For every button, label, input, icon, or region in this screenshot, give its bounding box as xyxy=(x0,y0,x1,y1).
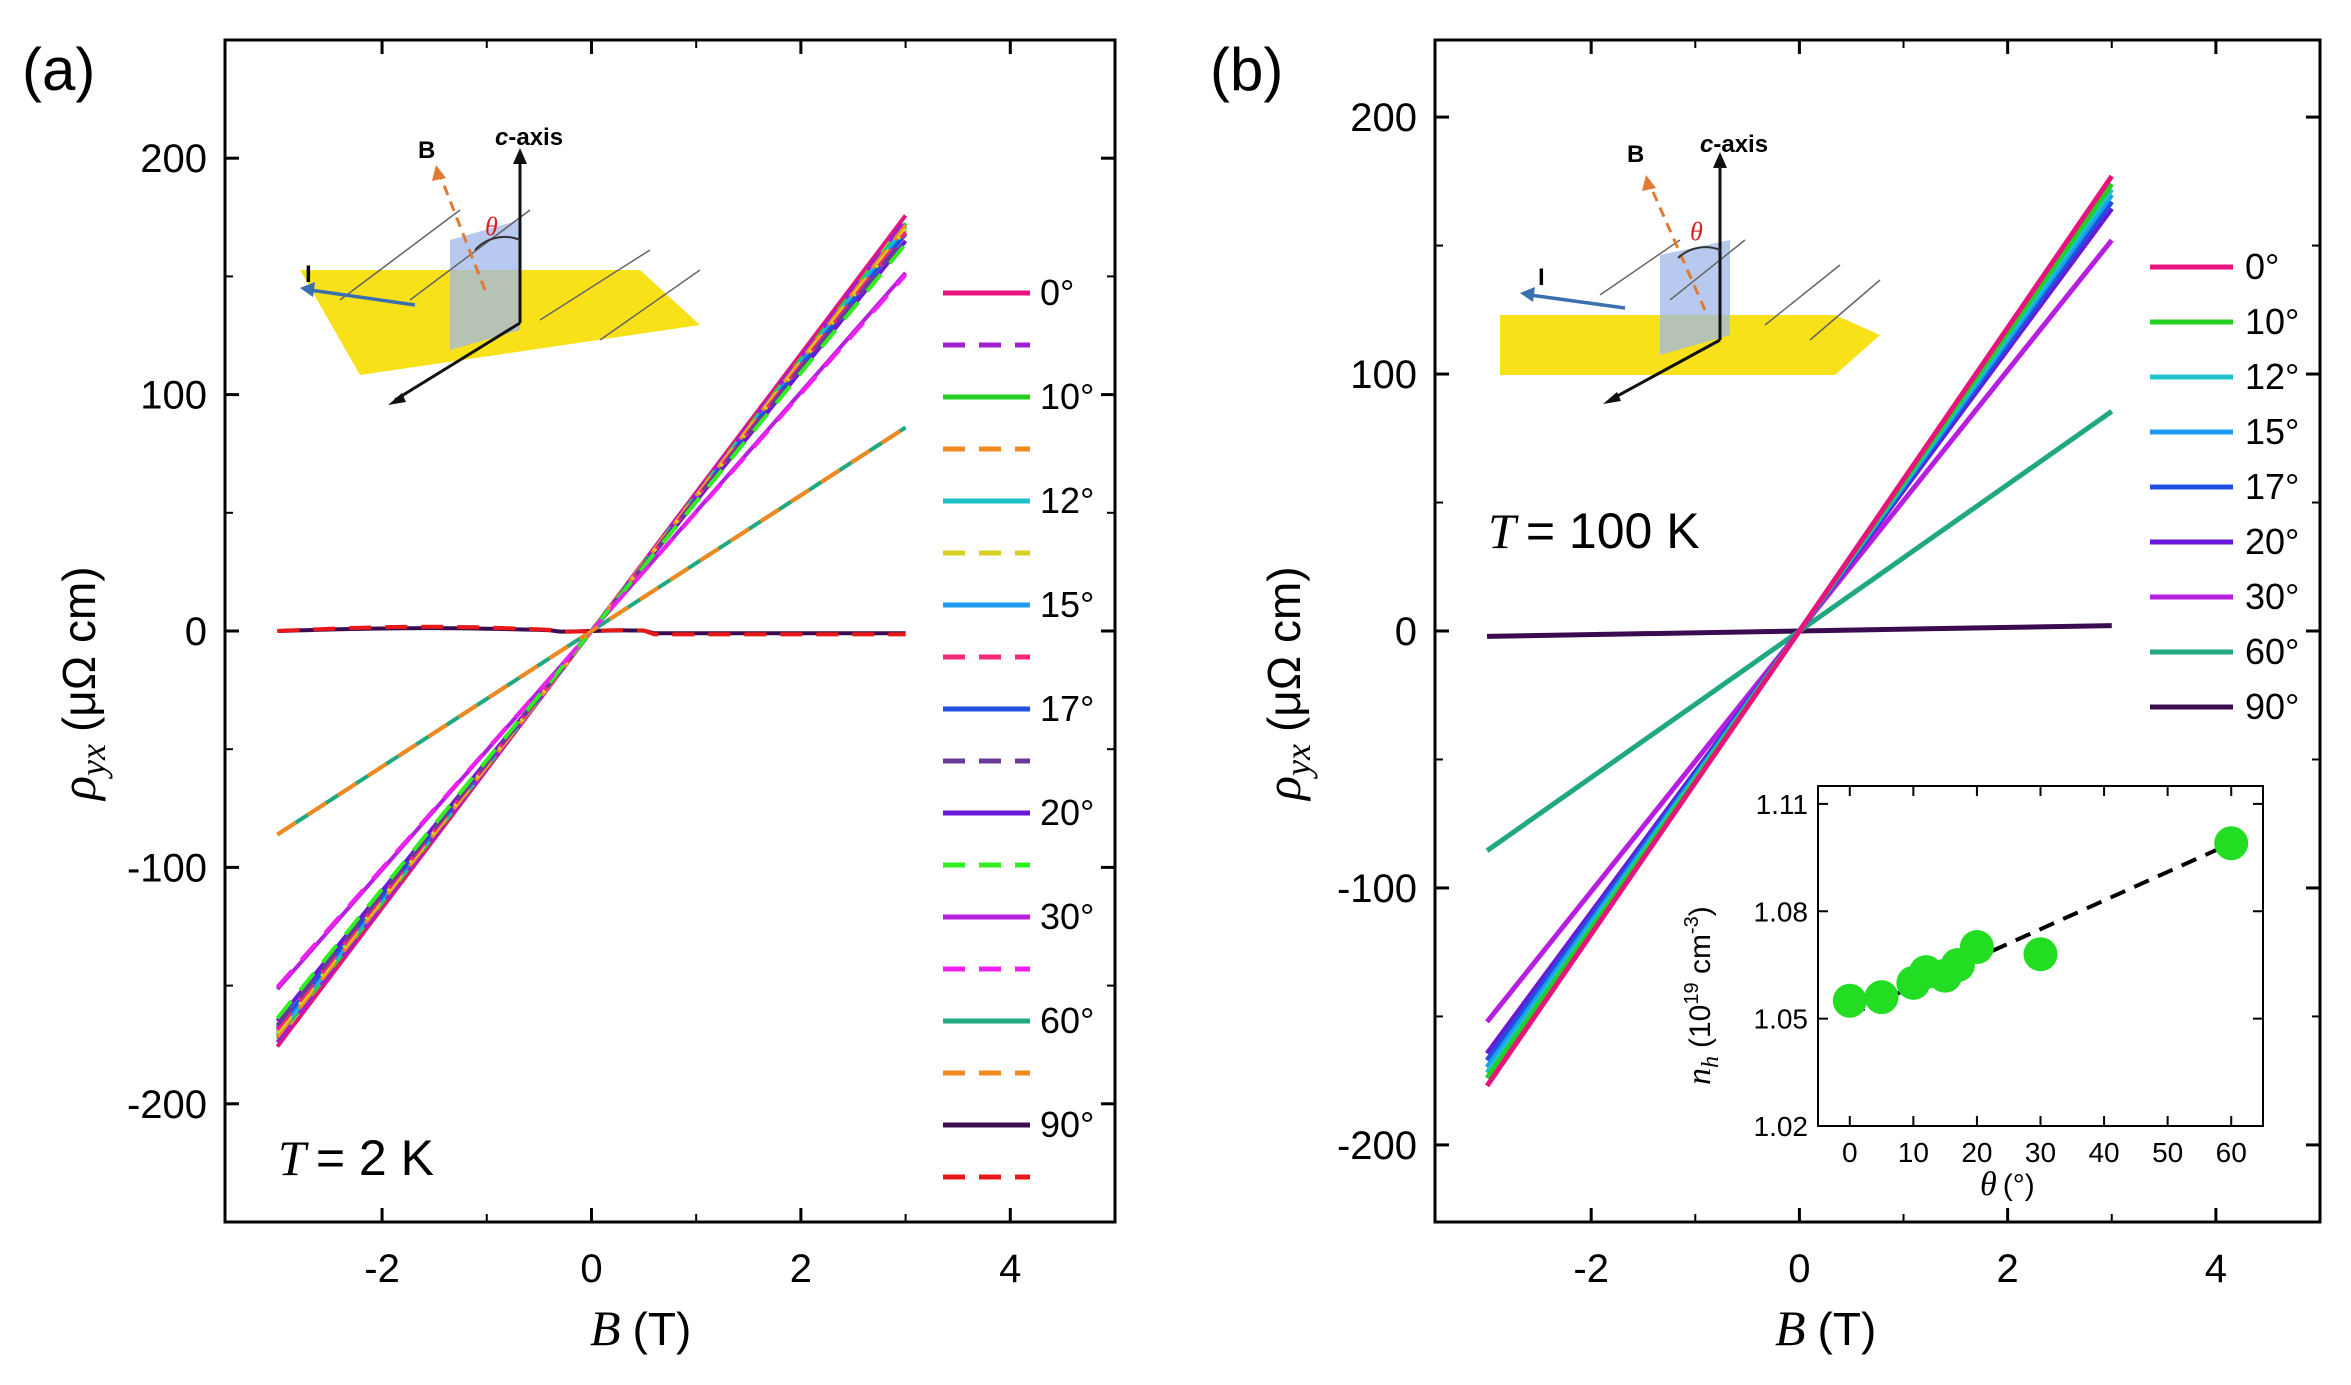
panel-a-x-title: B (T) xyxy=(590,1300,691,1356)
panel-a-label: (a) xyxy=(22,36,95,103)
b-label: B xyxy=(418,137,435,164)
theta-label: θ xyxy=(1690,217,1703,246)
panel-a-series xyxy=(275,214,908,1048)
panel-a-legend: 0° 10° 12° 15° 17° 20° 30° 60° 90° xyxy=(943,272,1094,1180)
panel-b-temperature: T = 100 K xyxy=(1488,503,1700,559)
inset-xtick-label: 60 xyxy=(2216,1137,2247,1168)
panel-a-legend-label-0: 0° xyxy=(1040,272,1074,313)
panel-b-xtick-label: -2 xyxy=(1573,1247,1609,1291)
inset-ytick-label: 1.02 xyxy=(1754,1111,1809,1142)
inset-x-title: θ (°) xyxy=(1980,1166,2035,1203)
panel-b-legend-label-15: 15° xyxy=(2245,411,2299,452)
inset-xtick-label: 40 xyxy=(2088,1137,2119,1168)
panel-b-x-title: B (T) xyxy=(1775,1300,1876,1356)
panel-b-y-title: ρyx(μΩ cm) xyxy=(1255,566,1318,802)
panel-b-xtick-label: 0 xyxy=(1788,1247,1810,1291)
inset-fit-line xyxy=(1848,841,2233,1017)
panel-a-xtick-label: -2 xyxy=(364,1247,400,1291)
panel-a-series-90-dashed xyxy=(277,624,906,637)
inset-xtick-label: 30 xyxy=(2025,1137,2056,1168)
inset-point xyxy=(2023,937,2058,972)
panel-a-ytick-label: 0 xyxy=(185,610,207,654)
panel-a-ytick-label: 100 xyxy=(140,374,207,418)
inset-xtick-label: 10 xyxy=(1898,1137,1929,1168)
inset-xtick-label: 20 xyxy=(1961,1137,1992,1168)
panel-a-legend-label-90: 90° xyxy=(1040,1104,1094,1145)
panel-a-legend-label-60: 60° xyxy=(1040,1000,1094,1041)
inset-point xyxy=(1864,980,1899,1015)
b-label: B xyxy=(1627,141,1644,168)
panel-b-legend-label-20: 20° xyxy=(2245,521,2299,562)
panel-a-xtick-label: 2 xyxy=(790,1247,812,1291)
panel-b-legend-label-60: 60° xyxy=(2245,631,2299,672)
current-arrow xyxy=(1529,293,1626,310)
theta-label: θ xyxy=(485,212,498,241)
b-field-arrow xyxy=(438,174,487,291)
inset-ytick-label: 1.11 xyxy=(1756,789,1808,820)
rotation-plane xyxy=(450,220,520,350)
panel-b-xtick-label: 2 xyxy=(1997,1247,2019,1291)
panel-a-xtick-label: 0 xyxy=(580,1247,602,1291)
panel-a-series-20-dashed xyxy=(275,242,908,1020)
c-axis-label: c-axis xyxy=(1700,131,1768,158)
i-label: I xyxy=(305,261,312,288)
panel-b-legend-label-17: 17° xyxy=(2245,466,2299,507)
panel-a-legend-label-15: 15° xyxy=(1040,584,1094,625)
panel-b-legend: 0° 10° 12° 15° 17° 20° 30° 60° 90° xyxy=(2150,246,2299,727)
panel-a-legend-label-17: 17° xyxy=(1040,688,1094,729)
c-axis-label: c-axis xyxy=(495,124,563,151)
panel-a-ytick-label: -100 xyxy=(127,846,207,890)
panel-b-ytick-label: 100 xyxy=(1350,353,1417,397)
panel-a-legend-label-30: 30° xyxy=(1040,896,1094,937)
panel-a-legend-label-12: 12° xyxy=(1040,480,1094,521)
panel-b-ytick-label: -100 xyxy=(1337,867,1417,911)
panel-a-ytick-label: -200 xyxy=(127,1083,207,1127)
panel-b-xtick-label: 4 xyxy=(2205,1247,2227,1291)
panel-a-temperature: T = 2 K xyxy=(278,1130,434,1186)
panel-a-y-title: ρyx(μΩ cm) xyxy=(50,566,113,802)
panel-b-legend-label-30: 30° xyxy=(2245,576,2299,617)
panel-b-legend-label-90: 90° xyxy=(2245,686,2299,727)
current-arrow xyxy=(309,288,416,307)
panel-a: -2 0 2 4 -200 -100 0 100 200 B c-axis I θ 0° 10° 1… xyxy=(50,38,1117,1356)
panel-b-inset: 0 10 20 30 40 50 60 1.02 1.05 1.08 1.11 θ (°) nh(10… xyxy=(1681,785,2264,1203)
inset-ticks: 0 10 20 30 40 50 60 1.02 1.05 1.08 1.11 xyxy=(1754,786,2263,1168)
inset-xtick-label: 50 xyxy=(2152,1137,2183,1168)
inset-point xyxy=(2214,826,2249,861)
panel-b-ytick-label: 200 xyxy=(1350,96,1417,140)
inset-ytick-label: 1.08 xyxy=(1754,896,1809,927)
panel-a-frame xyxy=(223,38,1117,1224)
inset-y-title: nh(1019 cm-3) xyxy=(1681,906,1724,1085)
panel-a-ticks: -2 0 2 4 -200 -100 0 100 200 xyxy=(127,40,1115,1291)
i-label: I xyxy=(1538,264,1545,291)
panel-b-legend-label-0: 0° xyxy=(2245,246,2279,287)
panel-b-schematic: B c-axis I θ xyxy=(1500,131,1881,404)
panel-a-series-60-dashed xyxy=(276,425,907,837)
inset-point xyxy=(1959,930,1994,965)
inset-point xyxy=(1832,983,1867,1018)
panel-a-ytick-label: 200 xyxy=(140,137,207,181)
panel-b-series xyxy=(1484,174,2114,1088)
inset-ytick-label: 1.05 xyxy=(1754,1004,1809,1035)
panel-b-label: (b) xyxy=(1210,36,1283,103)
panel-b-legend-label-10: 10° xyxy=(2245,301,2299,342)
inset-xtick-label: 0 xyxy=(1842,1137,1858,1168)
panel-a-schematic: B c-axis I θ xyxy=(300,124,701,405)
panel-b-legend-label-12: 12° xyxy=(2245,356,2299,397)
rotation-plane xyxy=(1660,240,1730,355)
panel-b-ytick-label: -200 xyxy=(1337,1124,1417,1168)
panel-b-series-0 xyxy=(1484,174,2114,1088)
panel-a-xtick-label: 4 xyxy=(999,1247,1021,1291)
panel-a-legend-label-20: 20° xyxy=(1040,792,1094,833)
panel-a-legend-label-10: 10° xyxy=(1040,376,1094,417)
b-field-arrow xyxy=(1648,184,1707,311)
panel-b-ytick-label: 0 xyxy=(1395,610,1417,654)
inset-plot xyxy=(1832,826,2249,1018)
